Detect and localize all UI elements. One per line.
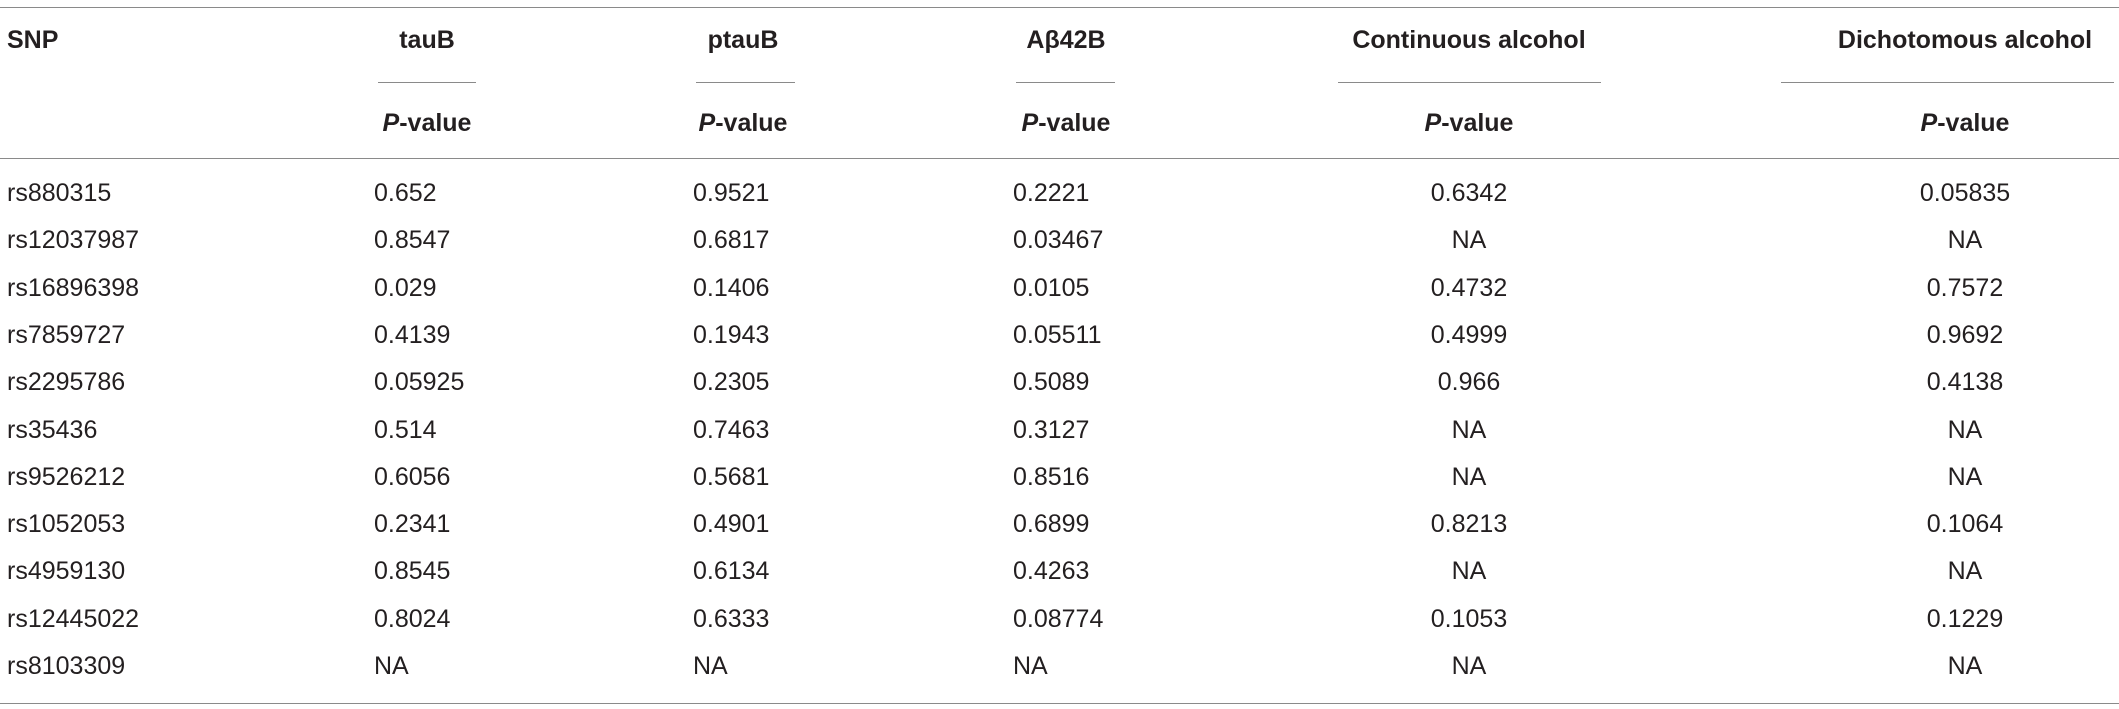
p-value: NA <box>1947 462 1983 491</box>
snp-id: rs35436 <box>7 415 98 444</box>
group-underline <box>1016 82 1115 83</box>
column-header: Dichotomous alcohol <box>1837 26 2093 54</box>
snp-id: rs9526212 <box>7 462 126 491</box>
p-value: 0.4999 <box>1430 320 1508 349</box>
p-value: 0.6333 <box>693 604 770 633</box>
p-value: 0.9692 <box>1926 320 2004 349</box>
p-value: 0.6134 <box>693 557 770 586</box>
p-value: NA <box>693 652 728 680</box>
p-value: 0.2341 <box>374 510 451 539</box>
p-value: NA <box>1947 415 1983 444</box>
subheader: P-value <box>699 108 788 138</box>
p-value: 0.4139 <box>374 320 451 349</box>
p-value: 0.1943 <box>693 320 770 349</box>
p-value: 0.1053 <box>1430 604 1508 633</box>
subheader-italic: P <box>698 109 716 137</box>
p-value: 0.6899 <box>1013 510 1090 539</box>
column-header: tauB <box>399 26 455 54</box>
subheader: P-value <box>383 108 472 138</box>
p-value: 0.8213 <box>1430 510 1508 539</box>
subheader-rest: -value <box>1441 109 1514 137</box>
column-header: ptauB <box>707 26 779 54</box>
p-value: 0.8516 <box>1013 462 1090 491</box>
p-value: NA <box>1451 462 1487 491</box>
p-value: 0.4732 <box>1430 273 1508 302</box>
p-value: 0.4138 <box>1926 368 2004 397</box>
p-value: 0.1229 <box>1926 604 2004 633</box>
p-value: 0.8545 <box>374 557 451 586</box>
column-header: Continuous alcohol <box>1352 26 1586 54</box>
subheader: P-value <box>1921 108 2010 138</box>
p-value: 0.8024 <box>374 604 451 633</box>
snp-id: rs1052053 <box>7 510 126 539</box>
subheader-italic: P <box>1920 109 1938 137</box>
p-value: NA <box>1947 557 1983 586</box>
p-value: 0.966 <box>1437 368 1501 397</box>
p-value: 0.05925 <box>374 368 465 397</box>
p-value: 0.514 <box>374 415 437 444</box>
p-value: 0.652 <box>374 179 437 207</box>
p-value: 0.6817 <box>693 226 770 255</box>
header-rule <box>0 158 2119 159</box>
p-value: 0.3127 <box>1013 415 1090 444</box>
snp-id: rs8103309 <box>7 652 126 680</box>
snp-id: rs12445022 <box>7 604 140 633</box>
group-underline <box>1781 82 2114 83</box>
p-value: NA <box>1451 652 1487 680</box>
p-value: 0.8547 <box>374 226 451 255</box>
p-value: NA <box>1013 652 1048 680</box>
bottom-rule <box>0 703 2119 704</box>
subheader: P-value <box>1425 108 1514 138</box>
p-value: 0.2305 <box>693 368 770 397</box>
subheader-italic: P <box>382 109 400 137</box>
p-value: 0.6056 <box>374 462 451 491</box>
subheader-rest: -value <box>399 109 472 137</box>
snp-id: rs4959130 <box>7 557 126 586</box>
subheader-italic: P <box>1424 109 1442 137</box>
p-value: 0.0105 <box>1013 273 1090 302</box>
group-underline <box>1338 82 1601 83</box>
subheader-rest: -value <box>1038 109 1111 137</box>
p-value: 0.05511 <box>1013 320 1102 349</box>
p-value: 0.1406 <box>693 273 770 302</box>
p-value: 0.4901 <box>693 510 770 539</box>
p-value: 0.029 <box>374 273 437 302</box>
p-value: NA <box>1451 415 1487 444</box>
p-value: NA <box>374 652 409 680</box>
p-value: 0.1064 <box>1926 510 2004 539</box>
subheader-italic: P <box>1021 109 1039 137</box>
p-value: 0.7463 <box>693 415 770 444</box>
p-value: NA <box>1451 226 1487 255</box>
snp-id: rs2295786 <box>7 368 126 397</box>
snp-id: rs7859727 <box>7 320 126 349</box>
p-value: 0.5681 <box>693 462 770 491</box>
p-value: 0.05835 <box>1919 179 2011 207</box>
p-value: 0.5089 <box>1013 368 1090 397</box>
subheader-rest: -value <box>1937 109 2010 137</box>
group-underline <box>696 82 795 83</box>
snp-id: rs880315 <box>7 179 112 207</box>
snp-id: rs16896398 <box>7 273 140 302</box>
p-value: 0.08774 <box>1013 604 1104 633</box>
p-value: 0.03467 <box>1013 226 1104 255</box>
subheader: P-value <box>1022 108 1111 138</box>
column-header: Aβ42B <box>1026 26 1106 54</box>
column-header: SNP <box>7 26 59 54</box>
p-value: NA <box>1947 226 1983 255</box>
top-rule <box>0 7 2119 8</box>
group-underline <box>378 82 476 83</box>
p-value: 0.7572 <box>1926 273 2004 302</box>
p-value: 0.6342 <box>1430 179 1508 207</box>
subheader-rest: -value <box>715 109 788 137</box>
p-value: NA <box>1451 557 1487 586</box>
snp-id: rs12037987 <box>7 226 140 255</box>
p-value: 0.2221 <box>1013 179 1090 207</box>
p-value: NA <box>1947 652 1983 680</box>
p-value: 0.4263 <box>1013 557 1090 586</box>
p-value: 0.9521 <box>693 179 770 207</box>
